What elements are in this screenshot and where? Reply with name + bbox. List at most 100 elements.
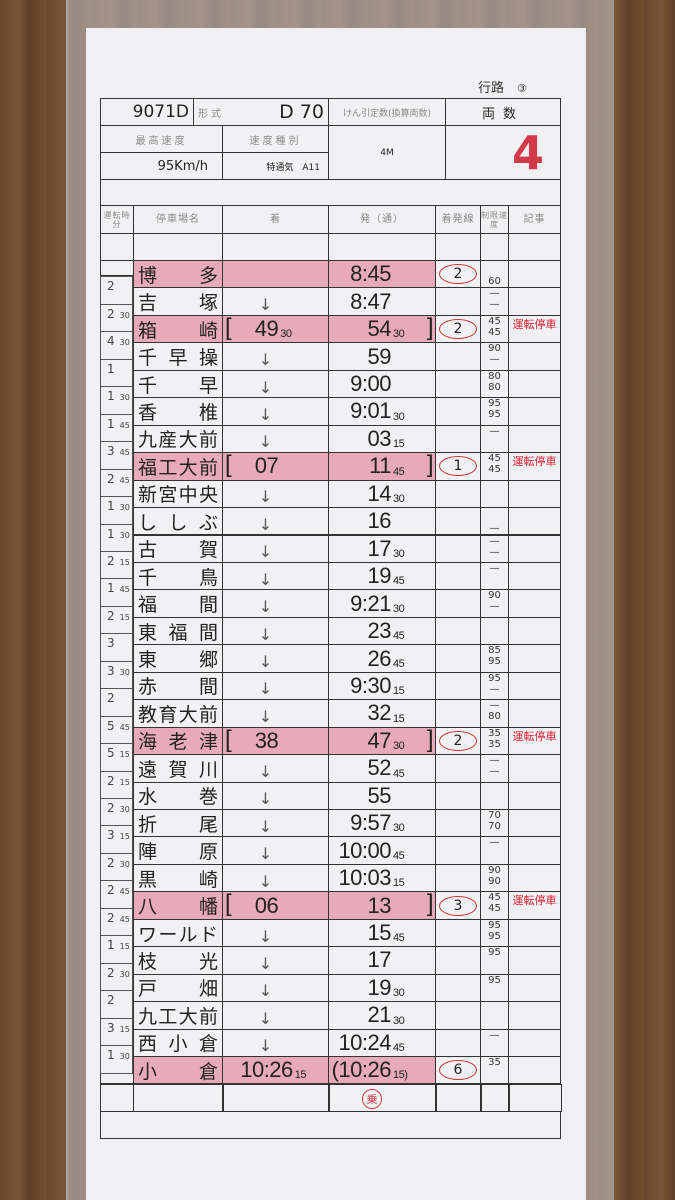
departure-seconds: 30: [393, 740, 405, 753]
track-cell: [435, 754, 481, 783]
station-name: 福工大前: [133, 452, 223, 481]
runtime-cell: 2 45: [100, 880, 133, 909]
runtime-cell: 2 15: [100, 550, 133, 580]
station-name-text: 新宮中央: [138, 484, 218, 507]
departure-main: 9:21: [350, 590, 391, 616]
arrival-time: ↓: [222, 1028, 329, 1058]
arrival-time: ↓: [222, 671, 329, 701]
runtime-minutes: 2: [107, 608, 115, 623]
blank-cell: [480, 233, 509, 261]
station-name: 博 多: [133, 260, 223, 289]
departure-seconds: 45: [393, 1042, 405, 1055]
column-header-depart: 発（通）: [328, 205, 436, 234]
remark-cell: [508, 836, 561, 865]
remark-cell: [508, 424, 561, 454]
runtime-minutes: 3: [107, 636, 115, 651]
departure-main: 9:01: [350, 398, 391, 424]
departure-main: 52: [367, 755, 392, 781]
speed-limit-top: —: [489, 700, 500, 712]
pass-arrow-icon: ↓: [258, 652, 273, 672]
bracket-open: [: [225, 451, 232, 479]
departure-main: 19: [367, 974, 392, 1000]
track-cell: [435, 534, 481, 563]
departure-time: 16: [328, 507, 436, 536]
station-name-text: 千 鳥: [138, 566, 218, 589]
runtime-cell: 2 30: [100, 962, 133, 992]
remark-cell: 運転停車: [508, 452, 561, 481]
departure-time: 10:03 15: [328, 863, 436, 893]
speed-limit-bottom: 95: [488, 409, 501, 421]
station-name-text: 小 倉: [138, 1060, 218, 1083]
station-name-text: 九工大前: [138, 1005, 218, 1028]
runtime-seconds: 45: [119, 722, 130, 732]
runtime-seconds: 30: [119, 1052, 130, 1062]
departure-time: 9:30 15: [328, 671, 436, 701]
speed-limit-top: 95: [488, 974, 501, 986]
departure-seconds: 30: [393, 328, 405, 341]
cars-label: 両数: [445, 98, 561, 126]
speed-limit: 45 45: [480, 891, 509, 920]
station-name: 箱 崎: [133, 314, 223, 344]
pass-arrow-icon: ↓: [258, 816, 273, 836]
arrival-time: ↓: [222, 507, 329, 536]
speed-limit-top: 95: [488, 947, 501, 959]
runtime-minutes: 1: [107, 581, 115, 596]
departure-main: 03: [367, 425, 392, 451]
runtime-minutes: 1: [107, 526, 115, 541]
departure-time: 17 30: [328, 534, 436, 563]
track-cell: [435, 918, 481, 948]
track-number: 3: [439, 895, 477, 916]
departure-time: 52 45: [328, 754, 436, 783]
arrival-time: ↓: [222, 699, 329, 728]
station-name: 折 尾: [133, 809, 223, 838]
train-number: 9071D: [100, 98, 194, 126]
runtime-minutes: 4: [107, 334, 115, 349]
max-speed: 95Km/h: [100, 152, 223, 180]
arrival-main: 10:26: [240, 1057, 293, 1083]
runtime-cell: 2: [100, 276, 133, 305]
speed-limit: —80: [480, 699, 509, 728]
arrival-time: ↓: [222, 754, 329, 783]
runtime-cell: 2: [100, 990, 133, 1019]
station-name-text: 黒 崎: [138, 868, 218, 891]
runtime-cell: 3 30: [100, 660, 133, 690]
bracket-open: [: [225, 725, 232, 753]
departure-main: 19: [367, 563, 392, 589]
remark-cell: [508, 561, 561, 591]
runtime-seconds: 15: [119, 942, 130, 952]
track-cell: 2: [435, 726, 481, 756]
speed-limit: 95: [480, 946, 509, 975]
arrival-time: ↓: [222, 479, 329, 509]
arrival-time: ↓: [222, 836, 329, 865]
bracket-close: ]: [426, 451, 434, 479]
speed-class-label: 速度種別: [222, 125, 329, 153]
station-name: 千 鳥: [133, 561, 223, 591]
speed-limit-bottom: —: [489, 601, 500, 613]
departure-time: 15 45: [328, 918, 436, 948]
speed-limit-bottom: —: [489, 299, 500, 311]
departure-time: 55: [328, 781, 436, 810]
speed-limit: — —: [480, 287, 509, 316]
runtime-seconds: 45: [119, 914, 130, 924]
arrival-time: ↓: [222, 561, 329, 591]
speed-limit: — —: [480, 754, 509, 783]
pass-arrow-icon: ↓: [258, 953, 273, 973]
station-name: 香 椎: [133, 397, 223, 426]
runtime-minutes: 2: [107, 553, 115, 568]
speed-limit-bottom: —: [489, 683, 500, 695]
speed-limit-bottom: 35: [488, 738, 501, 750]
departure-main: 54: [367, 316, 392, 342]
runtime-cell: 3: [100, 633, 133, 662]
runtime-minutes: 1: [107, 389, 115, 404]
runtime-cell: 2 45: [100, 907, 133, 937]
speed-limit: 95 95: [480, 397, 509, 426]
arrival-time: [07: [222, 451, 329, 481]
arrival-time: ↓: [222, 918, 329, 948]
runtime-minutes: 2: [107, 691, 115, 706]
departure-main: 10:03: [338, 865, 391, 891]
remark-cell: [508, 342, 561, 371]
departure-main: 59: [367, 343, 392, 369]
tonnage-value: 4M: [328, 125, 446, 180]
speed-limit: 90—: [480, 589, 509, 618]
runtime-cell: [100, 260, 134, 277]
